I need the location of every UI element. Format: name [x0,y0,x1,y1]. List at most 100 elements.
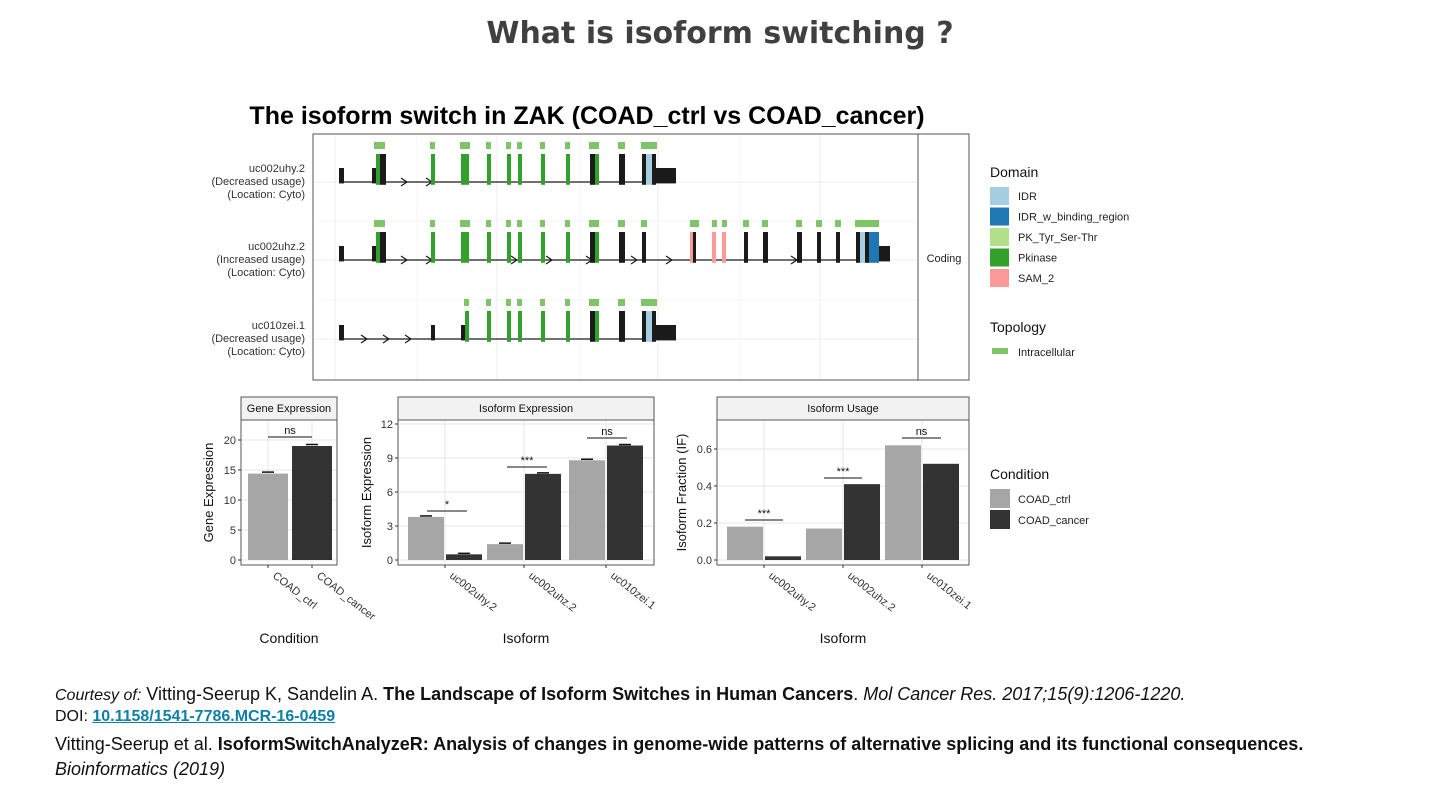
isoform-label-id: uc002uhz.2 [248,241,305,253]
bar-coad_ctrl [569,460,605,560]
direction-arrow [404,334,413,344]
topology-intracellular [712,220,717,227]
exon [744,232,748,263]
exon [693,232,696,263]
topology-intracellular [855,220,879,227]
y-tick-label: 0.2 [697,518,712,530]
topology-intracellular [722,220,727,227]
domain-pkinase [507,154,511,185]
topology-intracellular [486,220,491,227]
isoform-label-id: uc010zei.1 [252,320,305,332]
bar-coad_cancer [923,463,959,560]
transcript-uc002uhy-2 [339,142,676,187]
chart-title: Gene Expression [247,403,331,415]
bar-coad_cancer [446,554,482,560]
domain-pkinase [431,154,435,185]
y-tick-label: 0.6 [697,444,712,456]
legend-key-sam_2 [990,269,1009,287]
domain-pkinase [376,154,380,185]
chart-title: Isoform Usage [807,403,879,415]
topology-intracellular [565,299,570,306]
topology-intracellular [589,299,599,306]
x-axis-label: Isoform [503,630,550,646]
exon [763,232,768,263]
topology-intracellular [430,142,435,149]
legend-condition-title: Condition [990,466,1049,482]
topology-intracellular [835,220,841,227]
domain-pkinase [518,232,522,263]
topology-intracellular [506,220,511,227]
domain-pkinase [541,154,545,185]
exon [619,311,625,342]
direction-arrow [630,255,639,265]
isoform-label-location: (Location: Cyto) [227,346,305,358]
topology-intracellular [506,142,511,149]
x-tick-label: COAD_ctrl [270,570,319,612]
direction-arrow [400,255,409,265]
reference-1-authors: Vitting-Seerup K, Sandelin A. [141,684,384,704]
facet-label-coding: Coding [927,253,962,265]
domain-pkinase [507,311,511,342]
transcript-uc002uhz-2 [339,220,890,265]
isoform-label-location: (Location: Cyto) [227,189,305,201]
topology-intracellular [486,299,491,306]
bar-coad_ctrl [248,473,288,560]
topology-intracellular [565,142,570,149]
x-axis-label: Condition [259,630,318,646]
significance-label: * [445,499,450,511]
isoform-label-usage: (Increased usage) [216,254,305,266]
legend-label: IDR [1018,191,1037,203]
topology-intracellular [618,299,625,306]
domain-pkinase [461,232,469,263]
y-tick-label: 5 [230,525,236,537]
exon [619,154,625,185]
topology-intracellular [565,220,570,227]
y-axis-label: Gene Expression [201,443,216,543]
reference-2-authors: Vitting-Seerup et al. [55,734,218,754]
legend-key-intracellular [992,348,1008,354]
legend-label: COAD_ctrl [1018,494,1071,506]
y-tick-label: 10 [224,495,236,507]
doi-label: DOI: [55,708,93,725]
domain-pkinase [595,232,599,263]
topology-intracellular [517,142,522,149]
topology-intracellular [641,142,657,149]
bar-coad_cancer [292,446,332,560]
direction-arrow [510,255,519,265]
legend-label: COAD_cancer [1018,515,1089,527]
legend-key-coad_ctrl [990,489,1010,508]
doi-link[interactable]: 10.1158/1541-7786.MCR-16-0459 [92,708,336,725]
exon [431,325,435,341]
figure-title: The isoform switch in ZAK (COAD_ctrl vs … [249,102,924,130]
x-tick-label: uc002uhy.2 [447,570,499,614]
reference-2-title: IsoformSwitchAnalyzeR: Analysis of chang… [217,734,1304,754]
legend-domain-title: Domain [990,164,1038,180]
domain-pkinase [566,232,570,263]
x-tick-label: COAD_cancer [314,570,378,623]
topology-intracellular [589,220,599,227]
reference-1-doi: DOI: 10.1158/1541-7786.MCR-16-0459 [55,708,335,726]
exon [461,325,465,341]
topology-intracellular [517,299,522,306]
legend-label: IDR_w_binding_region [1018,212,1129,224]
isoform-label-location: (Location: Cyto) [227,267,305,279]
domain-pkinase [507,232,511,263]
topology-intracellular [796,220,802,227]
significance-label: ns [284,425,296,437]
topology-intracellular [460,142,470,149]
topology-intracellular [540,220,545,227]
domain-pkinase [541,311,545,342]
exon [339,168,344,184]
legend-label: PK_Tyr_Ser-Thr [1018,232,1098,244]
x-axis-label: Isoform [820,630,867,646]
topology-intracellular [540,299,545,306]
exon [652,311,656,342]
domain-pkinase [518,154,522,185]
domain-sam_2 [712,232,716,263]
reference-1-lead: Courtesy of: [55,687,142,704]
legend-key-idr [990,187,1009,205]
y-axis-label: Isoform Expression [359,437,374,548]
exon [817,232,821,263]
bar-coad_cancer [765,556,801,560]
topology-intracellular [762,220,768,227]
